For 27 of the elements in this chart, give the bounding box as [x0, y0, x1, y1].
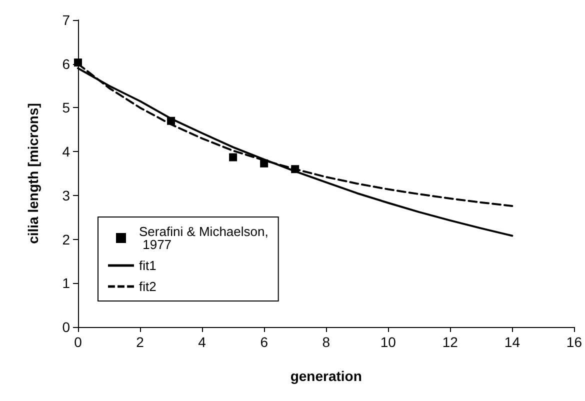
- x-tick-label: 10: [380, 334, 396, 350]
- legend-label: fit1: [139, 258, 156, 273]
- point: [229, 153, 238, 162]
- point: [260, 159, 268, 168]
- y-tick-label: 3: [62, 187, 70, 204]
- x-tick-label: 12: [442, 334, 458, 350]
- x-tick-label: 16: [566, 334, 582, 350]
- y-axis-title: cilia length [microns]: [25, 103, 41, 244]
- x-tick-label: 14: [504, 334, 520, 350]
- y-tick-label: 1: [62, 275, 70, 292]
- x-tick-label: 8: [322, 334, 330, 350]
- point: [74, 58, 82, 67]
- y-tick-label: 2: [62, 231, 70, 248]
- x-tick-label: 6: [260, 334, 268, 350]
- point: [291, 165, 300, 174]
- y-tick-label: 0: [62, 319, 70, 335]
- point: [167, 116, 176, 125]
- y-tick-label: 6: [62, 56, 70, 72]
- x-tick-label: 0: [74, 334, 82, 350]
- y-tick-label: 4: [62, 144, 70, 160]
- legend-label: Serafini & Michaelson, 1977: [139, 224, 268, 252]
- x-tick-label: 4: [198, 334, 206, 350]
- y-tick-label: 7: [62, 12, 70, 28]
- x-axis-title: generation: [290, 368, 362, 384]
- legend-label: fit2: [139, 279, 156, 294]
- x-tick-label: 2: [136, 334, 144, 350]
- y-tick-label: 5: [62, 100, 70, 116]
